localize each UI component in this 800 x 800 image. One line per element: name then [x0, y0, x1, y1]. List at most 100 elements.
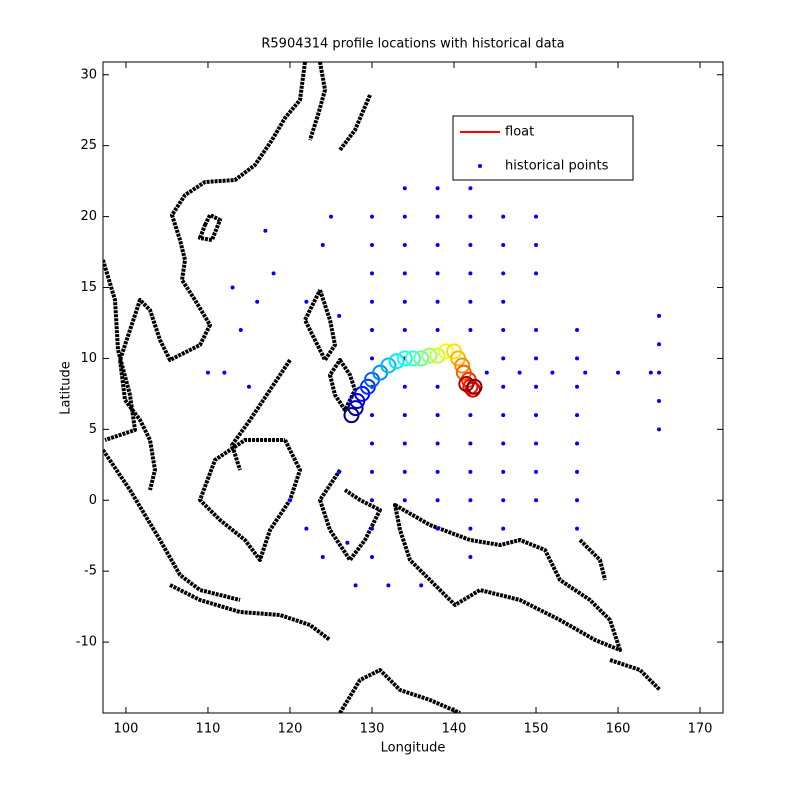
historical-point: [402, 186, 407, 191]
historical-point: [419, 583, 424, 588]
historical-point: [534, 214, 539, 219]
historical-point: [369, 498, 374, 503]
historical-point: [501, 413, 506, 418]
y-tick-label: -5: [84, 564, 97, 579]
plot-frame: [102, 61, 724, 714]
historical-point: [575, 328, 580, 333]
historical-point: [468, 328, 473, 333]
historical-point: [435, 413, 440, 418]
historical-point: [468, 441, 473, 446]
float-point: [421, 347, 438, 364]
historical-point: [304, 526, 309, 531]
historical-point: [435, 498, 440, 503]
legend-label: historical points: [505, 159, 609, 174]
historical-point: [575, 356, 580, 361]
historical-point: [534, 356, 539, 361]
y-tick-label: 25: [80, 138, 97, 153]
historical-point: [435, 328, 440, 333]
legend-marker: [478, 164, 482, 168]
historical-point: [435, 299, 440, 304]
x-tick-label: 120: [278, 722, 303, 737]
historical-point: [657, 313, 662, 318]
historical-point: [369, 441, 374, 446]
historical-point: [337, 469, 342, 474]
x-tick-label: 110: [196, 722, 221, 737]
x-tick-label: 160: [606, 722, 631, 737]
historical-point: [328, 214, 333, 219]
historical-point: [435, 271, 440, 276]
historical-point: [402, 214, 407, 219]
historical-point: [435, 469, 440, 474]
historical-point: [468, 554, 473, 559]
historical-point: [369, 413, 374, 418]
historical-point: [501, 384, 506, 389]
historical-point: [468, 498, 473, 503]
coastlines: [103, 62, 662, 713]
x-axis-label: Longitude: [381, 741, 446, 756]
historical-point: [402, 469, 407, 474]
float-point: [388, 353, 405, 370]
historical-point: [534, 469, 539, 474]
historical-point: [657, 370, 662, 375]
historical-point: [435, 384, 440, 389]
y-axis-label: Latitude: [59, 361, 74, 415]
historical-point: [501, 242, 506, 247]
historical-point: [648, 370, 653, 375]
historical-point: [222, 370, 227, 375]
historical-point: [402, 299, 407, 304]
y-tick-label: 5: [89, 422, 97, 437]
historical-point: [534, 328, 539, 333]
historical-point: [534, 413, 539, 418]
historical-point: [484, 370, 489, 375]
historical-point: [402, 441, 407, 446]
y-tick-label: 0: [89, 493, 97, 508]
historical-point: [501, 328, 506, 333]
historical-point: [657, 398, 662, 403]
historical-point: [468, 526, 473, 531]
historical-point: [517, 370, 522, 375]
historical-point: [534, 271, 539, 276]
historical-point: [616, 370, 621, 375]
historical-point: [657, 342, 662, 347]
historical-point: [534, 242, 539, 247]
float-point: [437, 343, 454, 360]
historical-point: [246, 384, 251, 389]
historical-point: [353, 583, 358, 588]
historical-point: [369, 554, 374, 559]
historical-point: [575, 498, 580, 503]
historical-point: [575, 469, 580, 474]
float-point: [347, 400, 364, 417]
historical-point: [435, 214, 440, 219]
historical-point: [369, 328, 374, 333]
historical-point: [369, 469, 374, 474]
historical-point: [583, 370, 588, 375]
historical-point: [369, 526, 374, 531]
historical-point: [287, 498, 292, 503]
float-point: [462, 378, 479, 395]
float-point: [458, 375, 475, 392]
historical-point: [369, 271, 374, 276]
historical-point: [386, 583, 391, 588]
float-point: [413, 350, 430, 367]
historical-point: [575, 384, 580, 389]
historical-point: [534, 441, 539, 446]
historical-point: [205, 370, 210, 375]
historical-point: [337, 313, 342, 318]
historical-point: [435, 526, 440, 531]
historical-point: [435, 242, 440, 247]
historical-point: [435, 186, 440, 191]
historical-point: [468, 186, 473, 191]
historical-point: [468, 242, 473, 247]
historical-point: [501, 271, 506, 276]
historical-point: [402, 271, 407, 276]
legend: float historical points: [452, 115, 634, 181]
historical-point: [320, 554, 325, 559]
historical-point: [345, 540, 350, 545]
historical-point: [468, 413, 473, 418]
historical-point: [501, 214, 506, 219]
historical-point: [468, 271, 473, 276]
y-tick-label: 15: [80, 280, 97, 295]
historical-point: [435, 441, 440, 446]
historical-point: [402, 413, 407, 418]
x-tick-label: 170: [688, 722, 713, 737]
